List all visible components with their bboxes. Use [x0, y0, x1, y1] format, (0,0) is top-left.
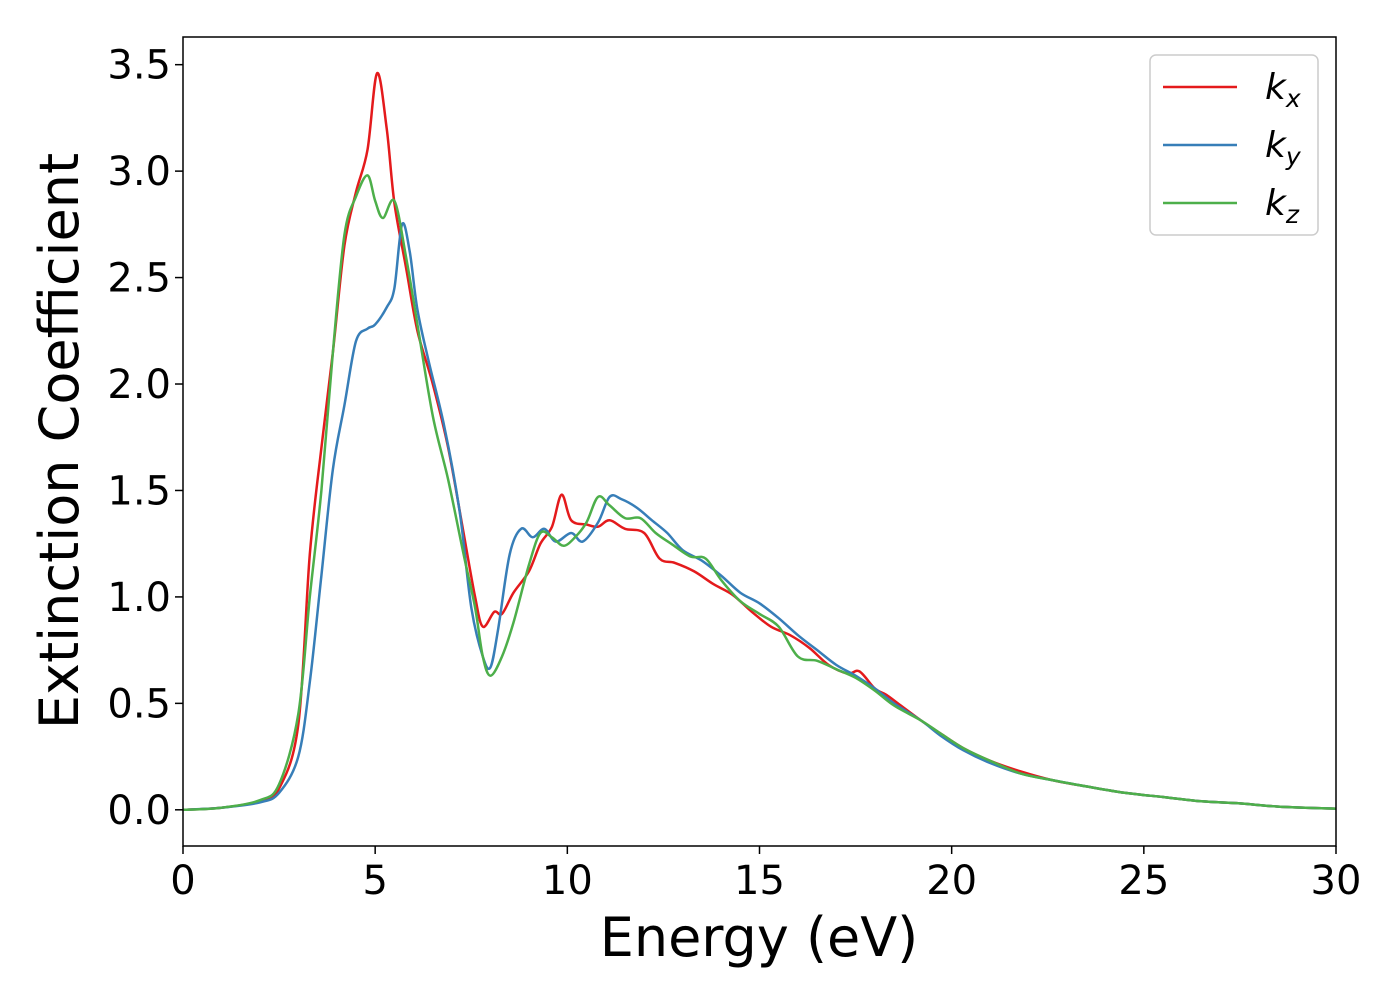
- x-tick-label: 10: [542, 858, 593, 904]
- legend-label-z: kz: [1265, 183, 1300, 229]
- y-tick-label: 1.0: [107, 575, 171, 621]
- y-axis-ticks: 0.0 0.5 1.0 1.5 2.0 2.5 3.0 3.5: [107, 43, 183, 834]
- series-lines: [182, 71, 1337, 812]
- x-axis-label: Energy (eV): [600, 906, 919, 969]
- x-axis-ticks: 0 5 10 15 20 25 30: [170, 846, 1361, 904]
- y-tick-label: 1.5: [107, 468, 171, 514]
- legend-label-y: ky: [1265, 125, 1302, 171]
- y-tick-label: 2.0: [107, 362, 171, 408]
- y-tick-label: 3.5: [107, 43, 171, 89]
- legend-label-subscript: y: [1285, 142, 1302, 171]
- series-line-y: [182, 221, 1337, 812]
- legend-label-main: k: [1265, 183, 1288, 224]
- y-tick-label: 0.5: [107, 681, 171, 727]
- x-tick-label: 20: [926, 858, 977, 904]
- y-tick-label: 0.0: [107, 788, 171, 834]
- y-axis-label: Extinction Coefficient: [28, 153, 91, 729]
- legend-label-subscript: z: [1285, 200, 1300, 229]
- x-tick-label: 0: [170, 858, 195, 904]
- series-line-z: [182, 174, 1337, 812]
- x-tick-label: 5: [362, 858, 387, 904]
- x-tick-label: 25: [1118, 858, 1169, 904]
- plot-frame: [182, 36, 1337, 847]
- legend-label-main: k: [1265, 125, 1288, 166]
- legend-label-subscript: x: [1285, 84, 1301, 113]
- y-tick-label: 2.5: [107, 256, 171, 302]
- legend-label-x: kx: [1265, 67, 1301, 113]
- y-tick-label: 3.0: [107, 149, 171, 195]
- x-tick-label: 30: [1311, 858, 1362, 904]
- legend-label-main: k: [1265, 67, 1288, 108]
- x-tick-label: 15: [734, 858, 785, 904]
